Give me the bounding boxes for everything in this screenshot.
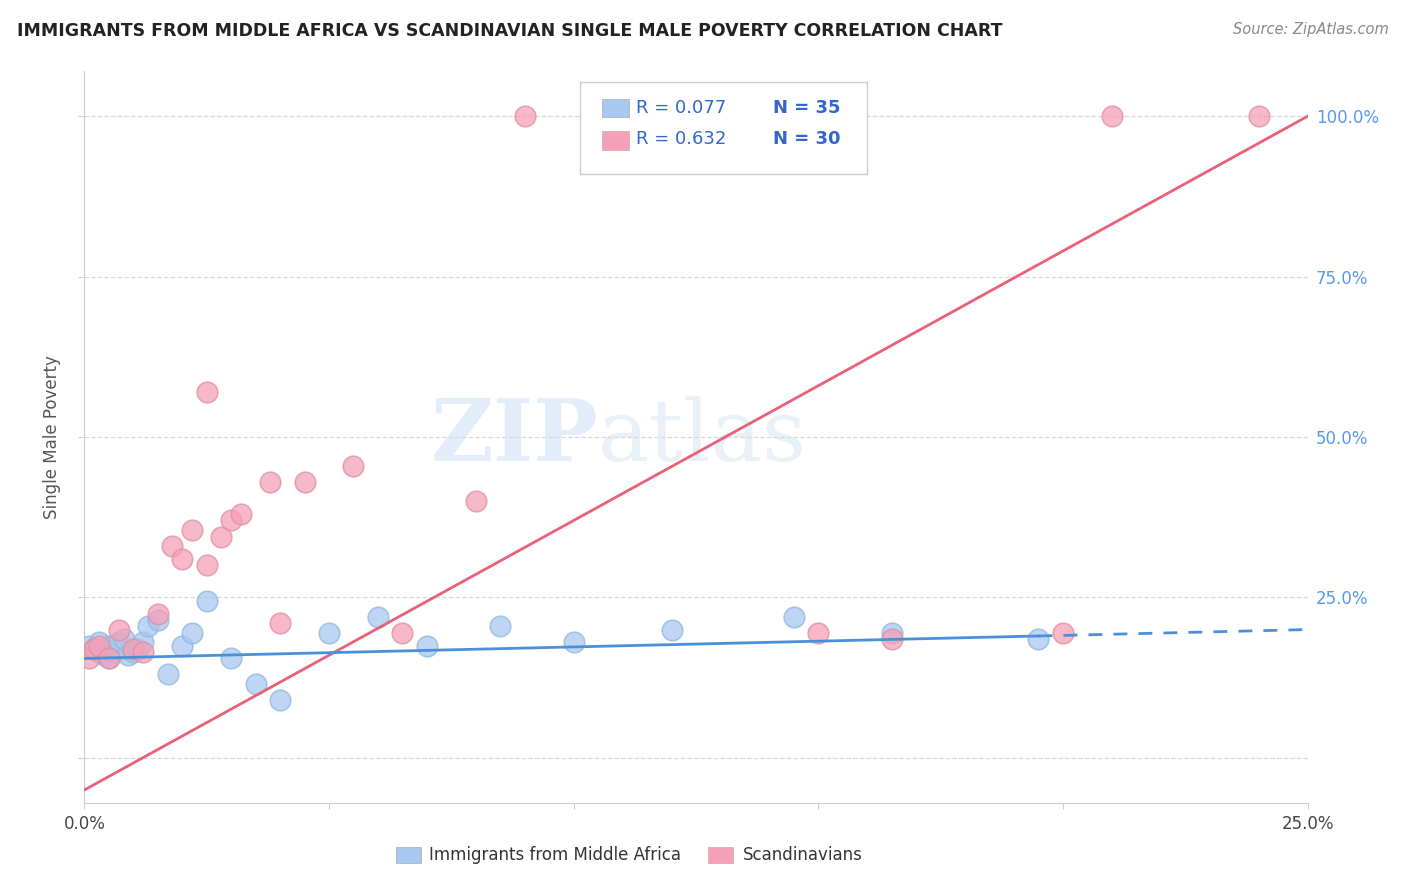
- Point: [229, 507, 252, 521]
- Point: [83, 641, 105, 656]
- Point: [172, 639, 194, 653]
- Point: [391, 625, 413, 640]
- Point: [269, 693, 291, 707]
- Point: [269, 616, 291, 631]
- Point: [464, 494, 486, 508]
- Point: [132, 645, 155, 659]
- Point: [132, 635, 155, 649]
- Point: [661, 623, 683, 637]
- Point: [562, 635, 585, 649]
- FancyBboxPatch shape: [579, 82, 868, 174]
- Point: [342, 458, 364, 473]
- Point: [612, 109, 634, 123]
- Point: [112, 632, 135, 647]
- Point: [1247, 109, 1270, 123]
- FancyBboxPatch shape: [602, 99, 628, 118]
- Point: [162, 539, 184, 553]
- Point: [136, 619, 159, 633]
- Point: [709, 109, 731, 123]
- Point: [1101, 109, 1123, 123]
- Point: [156, 667, 179, 681]
- Point: [219, 651, 242, 665]
- Point: [172, 552, 194, 566]
- Point: [107, 641, 129, 656]
- Point: [87, 639, 110, 653]
- Point: [103, 639, 125, 653]
- Y-axis label: Single Male Poverty: Single Male Poverty: [42, 355, 60, 519]
- Text: atlas: atlas: [598, 395, 807, 479]
- Point: [93, 641, 115, 656]
- Point: [489, 619, 512, 633]
- Text: Source: ZipAtlas.com: Source: ZipAtlas.com: [1233, 22, 1389, 37]
- Point: [97, 651, 120, 665]
- Text: Immigrants from Middle Africa: Immigrants from Middle Africa: [429, 846, 682, 863]
- Point: [367, 609, 389, 624]
- Point: [195, 593, 218, 607]
- Point: [219, 514, 242, 528]
- Point: [97, 651, 120, 665]
- Point: [77, 651, 100, 665]
- Point: [513, 109, 536, 123]
- Point: [416, 639, 439, 653]
- Point: [195, 385, 218, 400]
- Point: [181, 523, 204, 537]
- Point: [146, 613, 169, 627]
- Point: [83, 641, 105, 656]
- FancyBboxPatch shape: [602, 131, 628, 150]
- Point: [245, 677, 267, 691]
- Text: N = 30: N = 30: [773, 130, 841, 148]
- Point: [97, 639, 120, 653]
- Text: IMMIGRANTS FROM MIDDLE AFRICA VS SCANDINAVIAN SINGLE MALE POVERTY CORRELATION CH: IMMIGRANTS FROM MIDDLE AFRICA VS SCANDIN…: [17, 22, 1002, 40]
- Point: [318, 625, 340, 640]
- Text: Scandinavians: Scandinavians: [742, 846, 862, 863]
- Point: [87, 645, 110, 659]
- Point: [294, 475, 316, 489]
- Text: R = 0.077: R = 0.077: [636, 99, 727, 117]
- Point: [1052, 625, 1074, 640]
- Text: ZIP: ZIP: [430, 395, 598, 479]
- Point: [107, 623, 129, 637]
- Point: [209, 529, 232, 543]
- Point: [195, 558, 218, 573]
- Point: [1028, 632, 1050, 647]
- Point: [146, 607, 169, 621]
- Point: [103, 645, 125, 659]
- Text: R = 0.632: R = 0.632: [636, 130, 727, 148]
- FancyBboxPatch shape: [709, 847, 733, 863]
- Point: [93, 648, 115, 663]
- Point: [122, 641, 145, 656]
- Point: [181, 625, 204, 640]
- Point: [117, 648, 139, 663]
- Text: N = 35: N = 35: [773, 99, 841, 117]
- Point: [122, 645, 145, 659]
- Point: [880, 632, 903, 647]
- Point: [107, 635, 129, 649]
- Point: [783, 609, 806, 624]
- Point: [259, 475, 281, 489]
- Point: [880, 625, 903, 640]
- Point: [77, 639, 100, 653]
- Point: [807, 625, 830, 640]
- FancyBboxPatch shape: [396, 847, 420, 863]
- Point: [127, 641, 149, 656]
- Point: [87, 635, 110, 649]
